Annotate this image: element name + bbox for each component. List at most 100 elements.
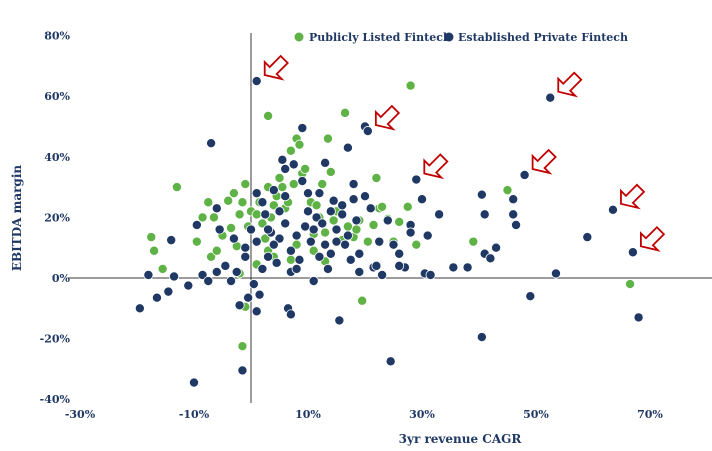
public-fintech-point	[223, 195, 234, 206]
private-fintech-point	[163, 286, 174, 297]
y-tick-label: 80%	[44, 30, 70, 43]
private-fintech-point	[237, 365, 248, 376]
private-fintech-point	[203, 276, 214, 287]
private-fintech-point	[285, 309, 296, 320]
public-fintech-point	[340, 107, 351, 118]
private-fintech-point	[422, 230, 433, 241]
annotation-arrow	[640, 225, 666, 252]
private-fintech-point	[328, 195, 339, 206]
x-tick-label: -10%	[179, 408, 210, 421]
private-fintech-point	[220, 260, 231, 271]
private-fintech-point	[251, 76, 262, 87]
y-axis-title: EBITDA margin	[10, 165, 24, 271]
private-fintech-point	[519, 169, 530, 180]
private-fintech-point	[257, 263, 268, 274]
public-fintech-point	[300, 163, 311, 174]
public-fintech-point	[342, 221, 353, 232]
x-tick-label: 30%	[409, 408, 435, 421]
private-fintech-point	[268, 185, 279, 196]
private-fintech-point	[248, 279, 259, 290]
public-fintech-point	[328, 215, 339, 226]
private-fintech-point	[448, 262, 459, 273]
private-fintech-point	[337, 209, 348, 220]
annotation-arrow	[423, 153, 449, 180]
private-fintech-point	[308, 224, 319, 235]
private-fintech-point	[311, 212, 322, 223]
public-fintech-point	[308, 245, 319, 256]
public-fintech-point	[157, 263, 168, 274]
private-fintech-point	[416, 194, 427, 205]
private-fintech-point	[280, 218, 291, 229]
private-fintech-point	[525, 291, 536, 302]
public-fintech-point	[263, 110, 274, 121]
private-fintech-point	[320, 239, 331, 250]
private-fintech-point	[197, 269, 208, 280]
private-fintech-point	[211, 203, 222, 214]
private-fintech-point	[183, 280, 194, 291]
private-fintech-point	[394, 248, 405, 259]
private-fintech-point	[214, 224, 225, 235]
public-fintech-point	[234, 209, 245, 220]
private-fintech-point	[325, 206, 336, 217]
annotation-arrow	[374, 104, 401, 131]
private-fintech-point	[491, 242, 502, 253]
private-fintech-point	[254, 289, 265, 300]
public-fintech-point	[285, 254, 296, 265]
public-fintech-point	[228, 188, 239, 199]
y-tick-label: 0%	[52, 272, 71, 285]
y-tick-label: 40%	[44, 151, 70, 164]
private-fintech-point	[211, 266, 222, 277]
public-fintech-point	[208, 212, 219, 223]
private-fintech-point	[151, 292, 162, 303]
public-fintech-point	[237, 341, 248, 352]
private-fintech-point	[134, 303, 145, 314]
private-fintech-point	[354, 266, 365, 277]
private-fintech-point	[550, 268, 561, 279]
legend-marker-private	[444, 32, 454, 42]
private-fintech-point	[251, 306, 262, 317]
private-fintech-point	[511, 219, 522, 230]
y-axis-ticks: 80% 60% 40% 20% 0% -20% -40%	[40, 30, 71, 407]
private-fintech-point	[245, 224, 256, 235]
public-fintech-point	[322, 133, 333, 144]
private-fintech-point	[365, 203, 376, 214]
private-fintech-point	[371, 260, 382, 271]
private-fintech-point	[251, 188, 262, 199]
public-fintech-point	[402, 201, 413, 212]
private-fintech-point	[228, 233, 239, 244]
public-fintech-point	[211, 245, 222, 256]
annotation-arrow	[557, 71, 583, 98]
private-fintech-point	[394, 260, 405, 271]
public-fintech-point	[206, 251, 217, 262]
private-fintech-point	[308, 276, 319, 287]
private-fintech-point	[234, 300, 245, 311]
private-fintech-point	[411, 174, 422, 185]
private-fintech-point	[351, 215, 362, 226]
public-fintech-point	[394, 216, 405, 227]
private-fintech-point	[388, 239, 399, 250]
private-fintech-point	[317, 218, 328, 229]
private-fintech-point	[285, 245, 296, 256]
private-fintech-point	[297, 176, 308, 187]
private-fintech-point	[300, 221, 311, 232]
private-fintech-point	[226, 276, 237, 287]
private-fintech-point	[274, 206, 285, 217]
annotation-arrows	[263, 54, 666, 252]
annotation-arrow	[531, 148, 557, 175]
public-fintech-point	[277, 182, 288, 193]
private-fintech-point	[314, 251, 325, 262]
private-fintech-point	[143, 269, 154, 280]
private-fintech-point	[251, 236, 262, 247]
private-fintech-point	[405, 227, 416, 238]
private-fintech-point	[485, 253, 496, 264]
private-fintech-point	[166, 235, 177, 246]
private-fintech-point	[362, 126, 373, 137]
private-fintech-point	[354, 248, 365, 259]
public-fintech-point	[146, 232, 157, 243]
private-fintech-point	[257, 197, 268, 208]
data-points	[134, 76, 644, 388]
private-fintech-point	[277, 154, 288, 165]
private-fintech-point	[294, 254, 305, 265]
y-tick-label: 20%	[44, 211, 70, 224]
